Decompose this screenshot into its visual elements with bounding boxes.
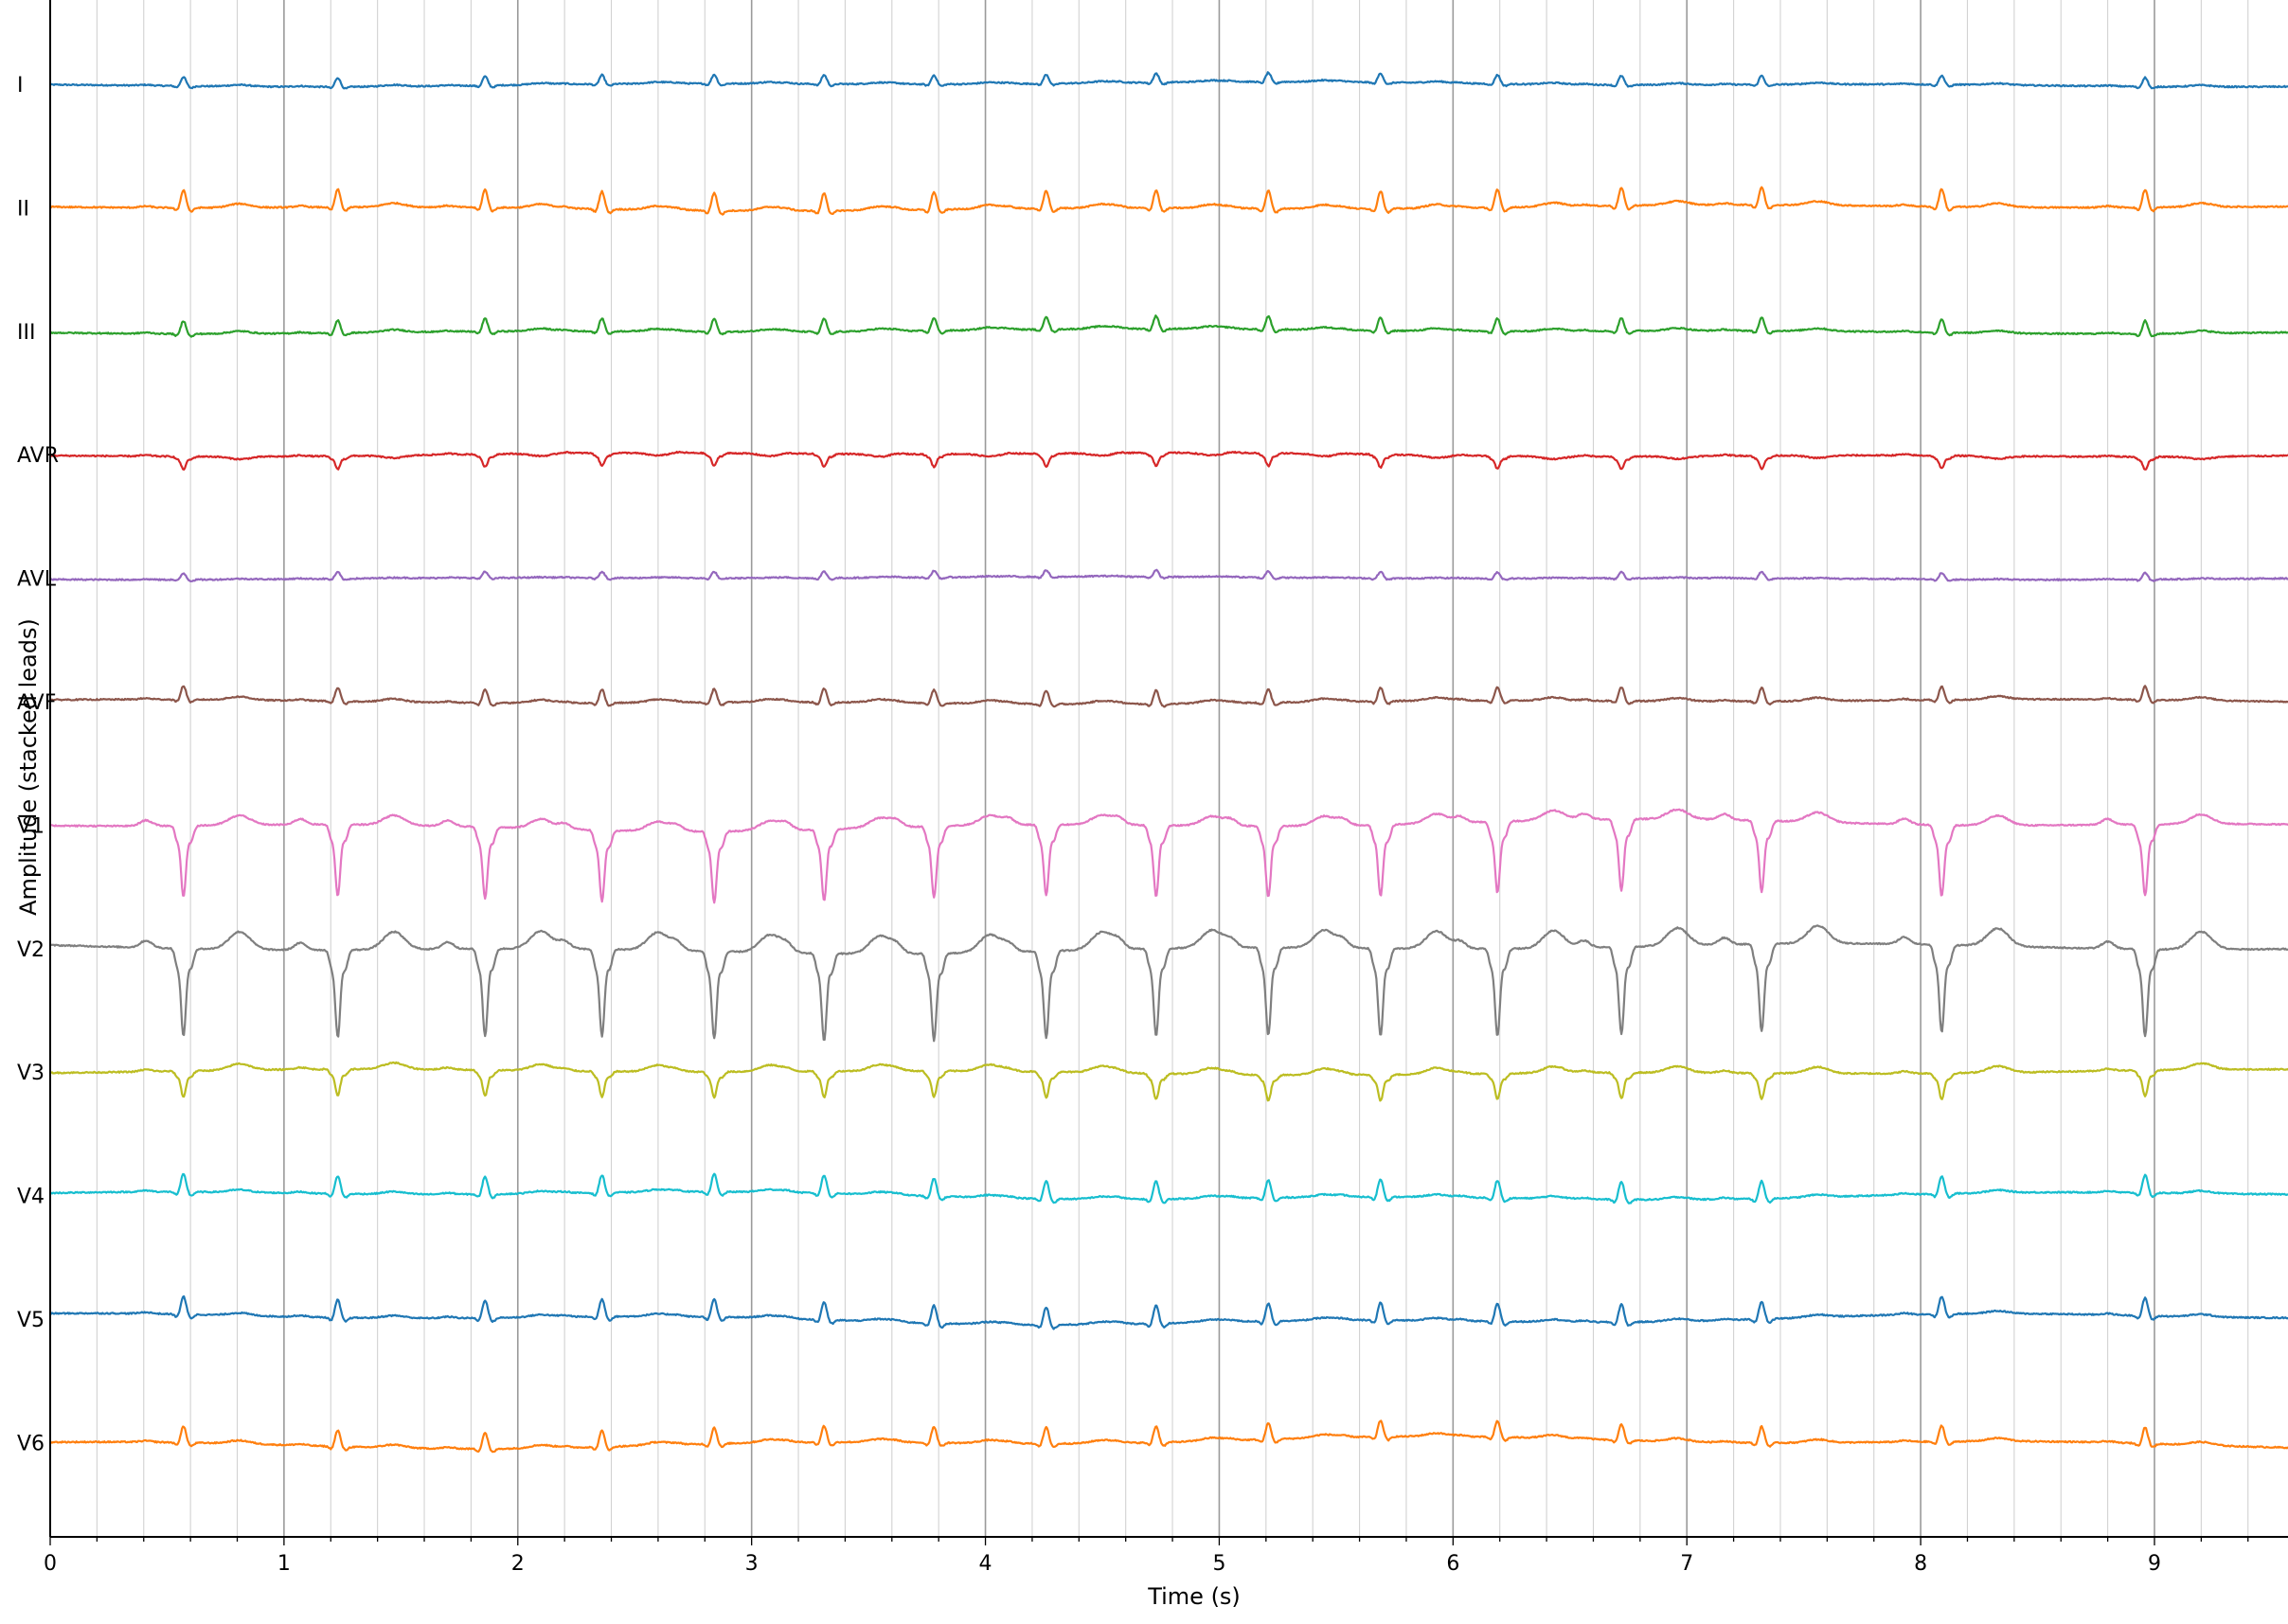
x-tick-label: 8 [1914,1552,1927,1576]
x-ticks: 0 1 2 3 4 5 6 7 8 9 [44,1537,2249,1576]
lead-label-v2: V2 [17,938,45,962]
lead-label-v4: V4 [17,1186,45,1209]
trace-v3 [49,1061,2288,1102]
lead-label-v3: V3 [17,1062,45,1085]
lead-label-ii: II [17,197,29,221]
trace-avl [49,568,2288,582]
lead-label-v5: V5 [17,1309,45,1332]
time-gridlines [96,0,2249,1537]
trace-v5 [49,1294,2288,1330]
trace-i [49,71,2288,90]
trace-ii [49,186,2288,216]
lead-label-iii: III [17,321,35,345]
trace-v4 [49,1172,2288,1205]
lead-label-avf: AVF [17,691,56,715]
x-tick-label: 0 [44,1552,57,1576]
lead-label-i: I [17,74,24,98]
x-tick-label: 7 [1680,1552,1693,1576]
trace-avf [49,685,2288,708]
x-tick-label: 1 [277,1552,291,1576]
trace-avr [49,450,2288,471]
axes [49,0,2288,1538]
x-tick-label: 6 [1446,1552,1459,1576]
lead-label-avr: AVR [17,444,59,468]
x-tick-label: 2 [511,1552,525,1576]
lead-label-v1: V1 [17,814,45,838]
y-axis-title: Amplitude (stacked leads) [15,618,42,916]
x-axis-title: Time (s) [1147,1583,1241,1610]
trace-v6 [49,1419,2288,1454]
x-tick-label: 4 [979,1552,992,1576]
lead-label-v6: V6 [17,1432,45,1455]
x-tick-label: 3 [745,1552,759,1576]
trace-iii [49,314,2288,338]
x-tick-label: 5 [1212,1552,1225,1576]
trace-v1 [49,808,2288,904]
trace-v2 [49,924,2288,1043]
lead-traces [49,71,2288,1454]
x-tick-label: 9 [2148,1552,2161,1576]
lead-label-avl: AVL [17,568,57,592]
